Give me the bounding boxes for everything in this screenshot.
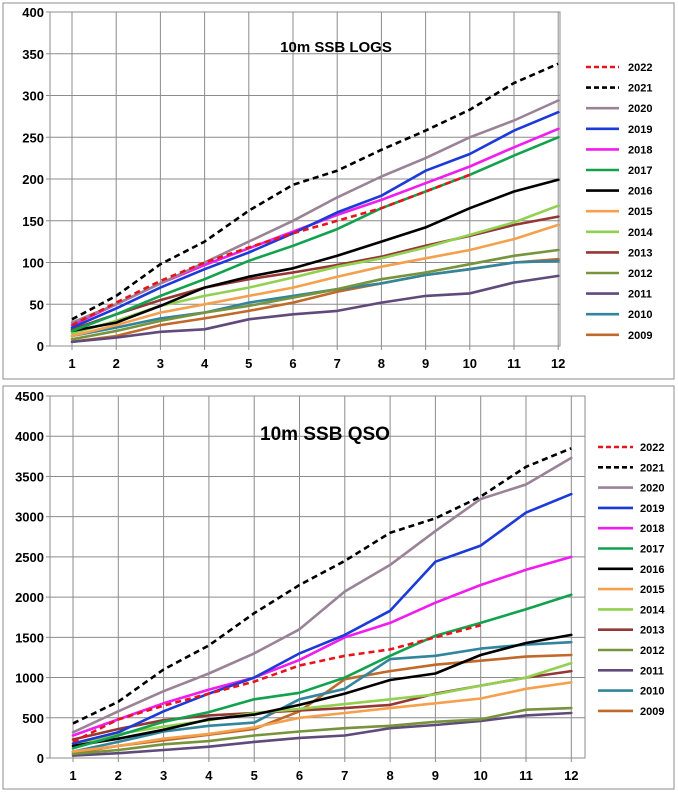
- y-tick-label: 400: [22, 5, 44, 20]
- x-tick-label: 5: [251, 768, 258, 783]
- x-tick-label: 6: [296, 768, 303, 783]
- legend-label-2013: 2013: [640, 625, 664, 637]
- x-tick-label: 2: [115, 768, 122, 783]
- x-tick-label: 7: [341, 768, 348, 783]
- legend-label-2014: 2014: [628, 227, 653, 239]
- x-tick-label: 7: [334, 356, 341, 371]
- logs-chart-panel: 0 50 100 150 200 250 300 350 400 1 2 3 4 5 6 7 8 9 10 11 12 1…: [0, 0, 678, 383]
- qso-chart-panel: 0 500 1000 1500 2000 2500 3000 3500 4000 4500 1 2 3 4…: [0, 383, 678, 793]
- y-tick-label: 350: [22, 47, 44, 62]
- legend-label-2014: 2014: [640, 604, 665, 616]
- series-line-2021: [72, 447, 572, 725]
- x-tick-label: 11: [507, 356, 521, 371]
- x-tick-label: 8: [378, 356, 385, 371]
- y-tick-label: 2000: [15, 590, 44, 605]
- series-line-2019: [71, 492, 573, 745]
- x-tick-label: 1: [69, 768, 76, 783]
- x-tick-label: 6: [289, 356, 296, 371]
- series-line-2018: [71, 555, 573, 737]
- legend-label-2016: 2016: [628, 186, 652, 198]
- series-line-2012: [70, 248, 560, 341]
- y-tick-label: 250: [22, 130, 44, 145]
- y-tick-label: 100: [22, 256, 44, 271]
- y-tick-label: 1500: [15, 630, 44, 645]
- series-line-2019: [70, 110, 560, 329]
- y-tick-label: 0: [37, 751, 44, 766]
- y-tick-label: 1000: [15, 671, 44, 686]
- y-tick-label: 2500: [15, 550, 44, 565]
- legend-label-2018: 2018: [640, 523, 664, 535]
- y-tick-label: 300: [22, 89, 44, 104]
- y-tick-label: 0: [37, 339, 44, 354]
- legend-label-2017: 2017: [628, 165, 652, 177]
- series-line-2022: [72, 624, 482, 744]
- series-line-2015: [71, 681, 573, 753]
- series-line-2020: [70, 99, 560, 324]
- x-tick-label: 9: [422, 356, 429, 371]
- series-line-2017: [70, 136, 560, 333]
- x-tick-label: 4: [205, 768, 213, 783]
- legend-label-2021: 2021: [628, 83, 652, 95]
- series-line-2011: [71, 711, 573, 757]
- series-line-2016: [71, 633, 573, 748]
- y-tick-label: 3000: [15, 510, 44, 525]
- x-tick-label: 9: [432, 768, 439, 783]
- chart-title: 10m SSB LOGS: [280, 39, 392, 56]
- legend-label-2009: 2009: [628, 330, 652, 342]
- series-line-2020: [71, 456, 573, 734]
- legend-label-2021: 2021: [640, 462, 664, 474]
- y-tick-label: 50: [30, 297, 44, 312]
- x-tick-label: 2: [113, 356, 120, 371]
- series-line-2011: [70, 274, 560, 344]
- x-tick-label: 3: [160, 768, 167, 783]
- legend-label-2012: 2012: [628, 268, 652, 280]
- legend-label-2018: 2018: [628, 144, 652, 156]
- chart-title: 10m SSB QSO: [260, 424, 390, 445]
- y-tick-label: 150: [22, 214, 44, 229]
- legend-label-2016: 2016: [640, 564, 664, 576]
- series-line-2016: [70, 178, 560, 333]
- legend-label-2012: 2012: [640, 645, 664, 657]
- legend-label-2020: 2020: [640, 483, 664, 495]
- x-tick-label: 12: [564, 768, 578, 783]
- x-tick-label: 4: [201, 356, 209, 371]
- legend-label-2015: 2015: [628, 206, 652, 218]
- x-tick-label: 12: [551, 356, 565, 371]
- legend-label-2020: 2020: [628, 103, 652, 115]
- x-tick-label: 10: [473, 768, 487, 783]
- y-tick-label: 3500: [15, 469, 44, 484]
- x-tick-label: 8: [386, 768, 393, 783]
- legend-label-2010: 2010: [628, 309, 652, 321]
- series-line-2014: [71, 661, 573, 747]
- legend-label-2017: 2017: [640, 544, 664, 556]
- legend-label-2022: 2022: [628, 62, 652, 74]
- y-tick-label: 500: [22, 711, 44, 726]
- y-tick-label: 4500: [15, 389, 44, 404]
- series-line-2012: [71, 706, 573, 756]
- legend-label-2019: 2019: [640, 503, 664, 515]
- legend-label-2013: 2013: [628, 247, 652, 259]
- x-tick-label: 3: [157, 356, 164, 371]
- series-line-2010: [71, 640, 573, 753]
- series-line-2021: [71, 62, 559, 321]
- legend-label-2022: 2022: [640, 442, 664, 454]
- legend-label-2009: 2009: [640, 706, 664, 718]
- x-tick-label: 5: [245, 356, 252, 371]
- legend-label-2019: 2019: [628, 124, 652, 136]
- x-tick-label: 10: [463, 356, 477, 371]
- series-line-2015: [70, 223, 560, 338]
- y-tick-label: 200: [22, 172, 44, 187]
- legend-label-2015: 2015: [640, 584, 664, 596]
- series-line-2022: [71, 173, 471, 327]
- x-tick-label: 11: [519, 768, 533, 783]
- y-tick-label: 4000: [15, 429, 44, 444]
- x-tick-label: 1: [68, 356, 75, 371]
- legend-label-2011: 2011: [628, 289, 652, 301]
- legend-label-2010: 2010: [640, 686, 664, 698]
- series-line-2017: [71, 593, 573, 750]
- legend-label-2011: 2011: [640, 665, 664, 677]
